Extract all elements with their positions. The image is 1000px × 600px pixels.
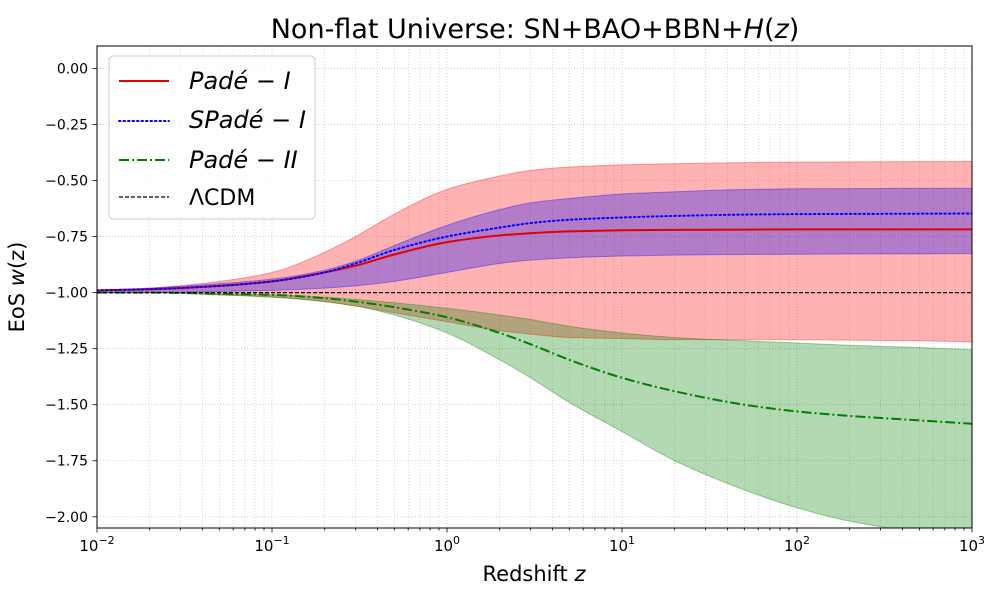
y-axis-label: EoS w(z) [5, 242, 29, 333]
line-pade-ii [97, 291, 972, 425]
y-axis-ticks: 0.00 −0.25 −0.50 −0.75 −1.00 −1.25 −1.50 −1.75 −… [45, 61, 97, 526]
y-tick-label: −1.75 [45, 454, 88, 470]
x-axis-label: Redshift z [483, 562, 587, 586]
y-tick-label: −1.50 [45, 398, 88, 414]
y-tick-label: −0.75 [45, 230, 88, 246]
legend: Padé − I SPadé − I Padé − II ΛCDM [108, 55, 316, 220]
y-tick-label: −1.25 [45, 342, 88, 358]
x-tick-label: 100 [434, 534, 460, 555]
x-tick-label: 102 [784, 534, 810, 555]
x-tick-label: 10−1 [254, 534, 289, 555]
plot-frame [96, 45, 973, 529]
line-spade-i [97, 212, 972, 292]
y-tick-label: −2.00 [45, 510, 88, 526]
legend-label-lcdm: ΛCDM [189, 186, 255, 211]
y-tick-label: −1.00 [45, 286, 88, 302]
legend-label-spade-i: SPadé − I [189, 106, 306, 134]
y-tick-label: 0.00 [57, 61, 88, 77]
x-tick-label: 10−2 [79, 534, 114, 555]
series-lines [97, 212, 972, 425]
chart-title: Non-flat Universe: SN+BAO+BBN+H(z) [271, 14, 800, 45]
x-axis-ticks: 10−2 10−1 100 101 102 103 [79, 528, 985, 555]
legend-box [108, 55, 316, 220]
legend-label-pade-i: Padé − I [189, 67, 291, 95]
x-tick-label: 101 [609, 534, 635, 555]
legend-label-pade-ii: Padé − II [189, 146, 298, 174]
y-tick-label: −0.50 [45, 174, 88, 190]
band-pade-ii [97, 292, 972, 528]
x-tick-label: 103 [959, 534, 985, 555]
y-tick-label: −0.25 [45, 117, 88, 133]
